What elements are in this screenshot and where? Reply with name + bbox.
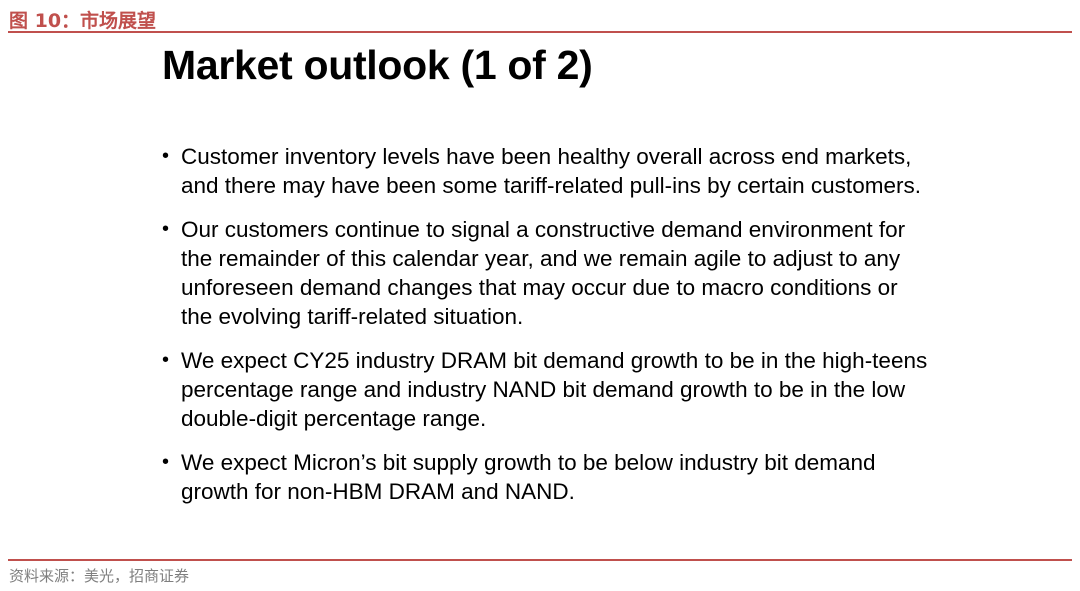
bullet-dot-icon: • xyxy=(162,349,170,371)
bullet-dot-icon: • xyxy=(162,218,170,240)
bullet-text: Customer inventory levels have been heal… xyxy=(181,144,921,198)
bullet-dot-icon: • xyxy=(162,451,170,473)
bullet-text: We expect Micron’s bit supply growth to … xyxy=(181,450,876,504)
source-note: 资料来源：美光，招商证券 xyxy=(9,567,190,585)
slide-title: Market outlook (1 of 2) xyxy=(162,42,593,88)
footer-divider xyxy=(8,559,1072,561)
bullet-item: • We expect CY25 industry DRAM bit deman… xyxy=(162,346,932,433)
bullet-item: • We expect Micron’s bit supply growth t… xyxy=(162,448,932,506)
bullet-text: We expect CY25 industry DRAM bit demand … xyxy=(181,348,928,431)
bullet-text: Our customers continue to signal a const… xyxy=(181,217,906,329)
figure-caption: 图 10：市场展望 xyxy=(9,10,157,32)
bullet-item: • Our customers continue to signal a con… xyxy=(162,215,932,331)
bullet-dot-icon: • xyxy=(162,145,170,167)
header-divider xyxy=(8,31,1072,33)
bullet-list: • Customer inventory levels have been he… xyxy=(162,142,932,521)
bullet-item: • Customer inventory levels have been he… xyxy=(162,142,932,200)
